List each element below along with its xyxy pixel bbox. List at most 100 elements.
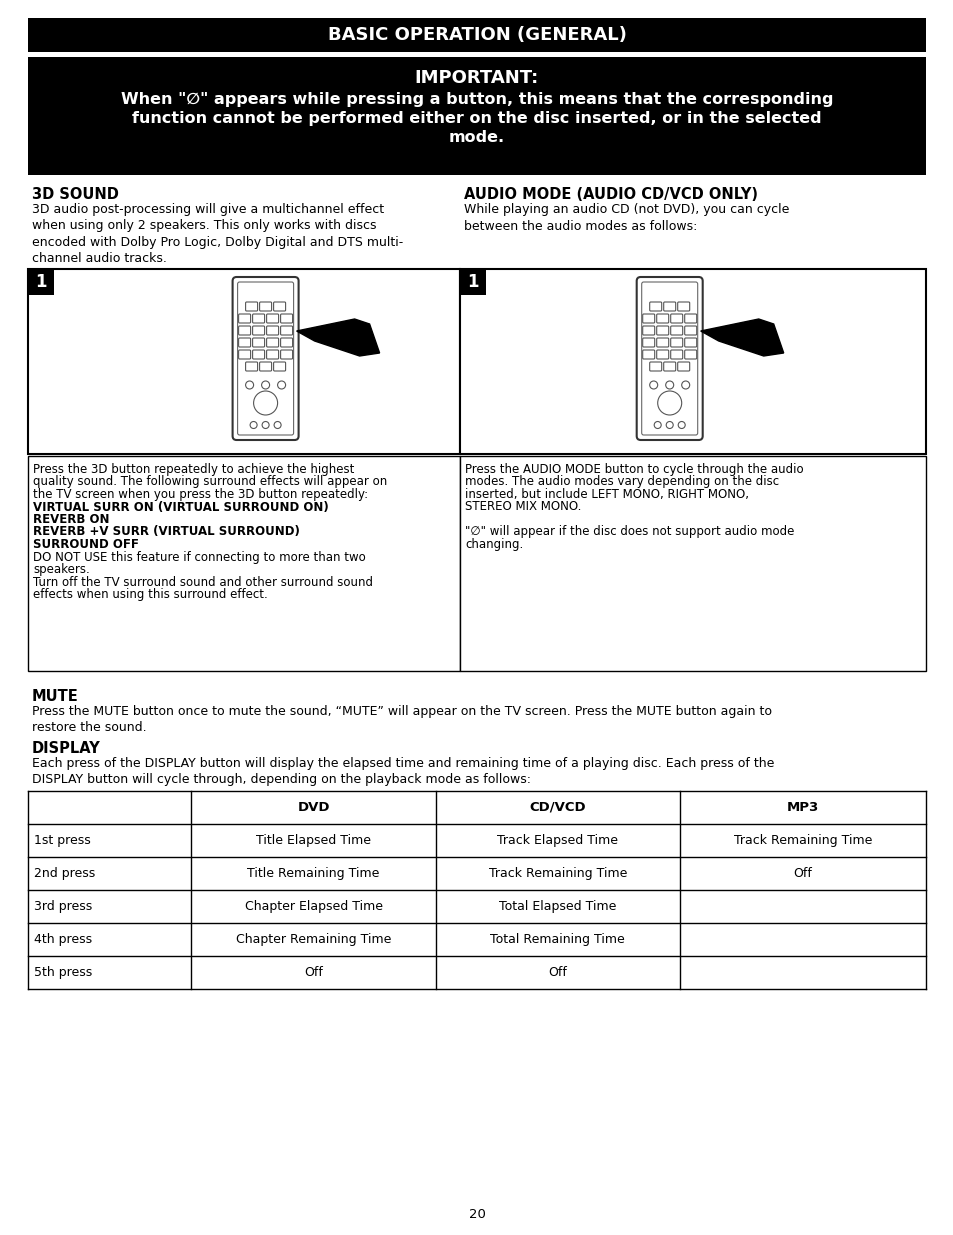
FancyBboxPatch shape [663,362,675,370]
FancyBboxPatch shape [274,303,285,311]
FancyBboxPatch shape [238,314,251,324]
Text: effects when using this surround effect.: effects when using this surround effect. [33,588,268,601]
Text: Chapter Elapsed Time: Chapter Elapsed Time [244,900,382,913]
Text: Title Remaining Time: Title Remaining Time [247,867,379,881]
FancyBboxPatch shape [656,350,668,359]
Text: AUDIO MODE (AUDIO CD/VCD ONLY): AUDIO MODE (AUDIO CD/VCD ONLY) [463,186,758,203]
FancyBboxPatch shape [280,338,293,347]
Text: REVERB ON: REVERB ON [33,513,110,526]
Bar [28,269,459,454]
Polygon shape [700,319,782,356]
Text: While playing an audio CD (not DVD), you can cycle
between the audio modes as fo: While playing an audio CD (not DVD), you… [463,203,788,232]
Text: 5th press: 5th press [34,966,92,979]
Text: Track Remaining Time: Track Remaining Time [488,867,626,881]
Text: changing.: changing. [464,538,522,551]
Circle shape [262,421,269,429]
Circle shape [253,391,277,415]
Text: REVERB +V SURR (VIRTUAL SURROUND): REVERB +V SURR (VIRTUAL SURROUND) [33,526,299,538]
FancyBboxPatch shape [642,350,654,359]
Text: 1st press: 1st press [34,834,91,847]
FancyBboxPatch shape [238,326,251,335]
FancyBboxPatch shape [642,326,654,335]
Text: Press the AUDIO MODE button to cycle through the audio: Press the AUDIO MODE button to cycle thr… [464,463,802,475]
Text: STEREO MIX MONO.: STEREO MIX MONO. [464,500,580,514]
Text: 3D audio post-processing will give a multichannel effect
when using only 2 speak: 3D audio post-processing will give a mul… [32,203,403,266]
Text: quality sound. The following surround effects will appear on: quality sound. The following surround ef… [33,475,387,489]
Text: DISPLAY: DISPLAY [32,741,101,756]
Circle shape [654,421,660,429]
FancyBboxPatch shape [656,314,668,324]
Text: "∅" will appear if the disc does not support audio mode: "∅" will appear if the disc does not sup… [464,526,794,538]
Circle shape [277,382,285,389]
Text: MP3: MP3 [786,802,819,814]
Text: Total Remaining Time: Total Remaining Time [490,932,624,946]
Circle shape [649,382,657,389]
Text: Off: Off [548,966,567,979]
Text: Press the 3D button repeatedly to achieve the highest: Press the 3D button repeatedly to achiev… [33,463,354,475]
FancyBboxPatch shape [677,362,689,370]
Text: Total Elapsed Time: Total Elapsed Time [498,900,616,913]
Text: Off: Off [304,966,323,979]
FancyBboxPatch shape [266,314,278,324]
FancyBboxPatch shape [280,314,293,324]
Circle shape [678,421,684,429]
Circle shape [665,421,673,429]
Text: 1: 1 [35,273,47,291]
Bar [28,19,925,52]
Text: IMPORTANT:: IMPORTANT: [415,69,538,86]
Text: the TV screen when you press the 3D button repeatedly:: the TV screen when you press the 3D butt… [33,488,368,501]
Circle shape [665,382,673,389]
FancyBboxPatch shape [649,362,661,370]
FancyBboxPatch shape [259,362,272,370]
Text: 4th press: 4th press [34,932,92,946]
Text: modes. The audio modes vary depending on the disc: modes. The audio modes vary depending on… [464,475,779,489]
Text: Turn off the TV surround sound and other surround sound: Turn off the TV surround sound and other… [33,576,373,589]
FancyBboxPatch shape [253,350,264,359]
Text: MUTE: MUTE [32,689,79,704]
FancyBboxPatch shape [266,326,278,335]
Text: 1: 1 [467,273,478,291]
FancyBboxPatch shape [670,326,682,335]
FancyBboxPatch shape [238,350,251,359]
Circle shape [681,382,689,389]
Circle shape [274,421,281,429]
FancyBboxPatch shape [684,338,696,347]
FancyBboxPatch shape [253,314,264,324]
Text: SURROUND OFF: SURROUND OFF [33,538,139,551]
FancyBboxPatch shape [636,277,702,440]
FancyBboxPatch shape [245,303,257,311]
FancyBboxPatch shape [274,362,285,370]
Text: 3D SOUND: 3D SOUND [32,186,119,203]
FancyBboxPatch shape [670,338,682,347]
FancyBboxPatch shape [245,362,257,370]
FancyBboxPatch shape [233,277,298,440]
Circle shape [657,391,681,415]
FancyBboxPatch shape [280,326,293,335]
FancyBboxPatch shape [656,338,668,347]
Circle shape [250,421,256,429]
Bar [459,269,485,295]
FancyBboxPatch shape [259,303,272,311]
FancyBboxPatch shape [649,303,661,311]
Circle shape [245,382,253,389]
Text: Track Remaining Time: Track Remaining Time [733,834,871,847]
Text: Press the MUTE button once to mute the sound, “MUTE” will appear on the TV scree: Press the MUTE button once to mute the s… [32,705,771,734]
Bar [459,456,925,671]
Text: 2nd press: 2nd press [34,867,95,881]
Text: DO NOT USE this feature if connecting to more than two: DO NOT USE this feature if connecting to… [33,551,365,563]
FancyBboxPatch shape [238,338,251,347]
FancyBboxPatch shape [684,350,696,359]
FancyBboxPatch shape [656,326,668,335]
Bar [459,269,925,454]
Text: VIRTUAL SURR ON (VIRTUAL SURROUND ON): VIRTUAL SURR ON (VIRTUAL SURROUND ON) [33,500,329,514]
Text: CD/VCD: CD/VCD [529,802,585,814]
FancyBboxPatch shape [266,350,278,359]
Text: Track Elapsed Time: Track Elapsed Time [497,834,618,847]
Text: Title Elapsed Time: Title Elapsed Time [255,834,371,847]
Text: BASIC OPERATION (GENERAL): BASIC OPERATION (GENERAL) [327,26,626,44]
FancyBboxPatch shape [670,350,682,359]
Text: Off: Off [793,867,812,881]
Text: DVD: DVD [297,802,330,814]
Bar [28,456,459,671]
Text: 3rd press: 3rd press [34,900,92,913]
